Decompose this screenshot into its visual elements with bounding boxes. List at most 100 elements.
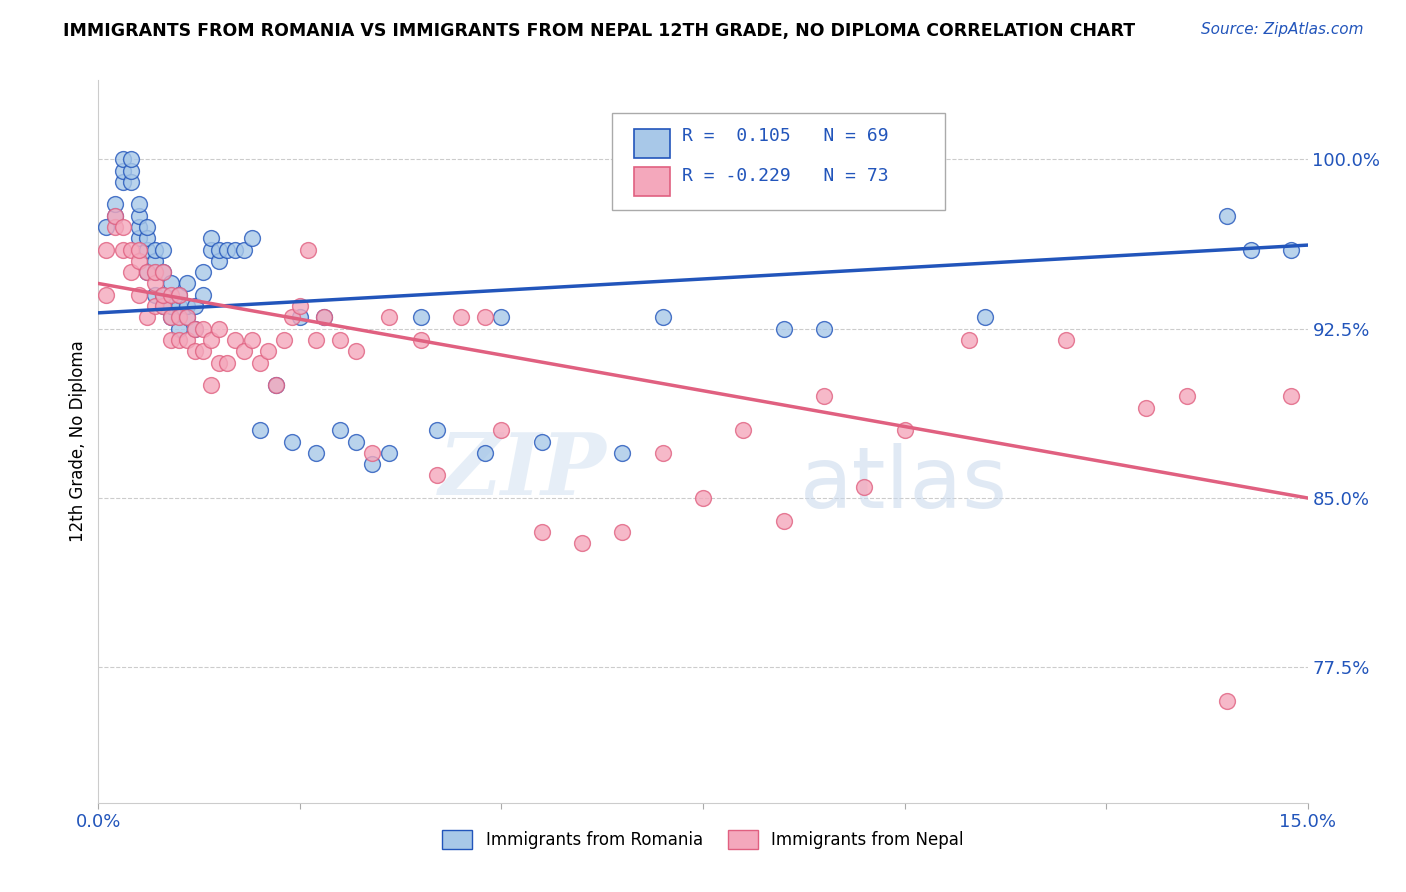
Point [176, 299, 198, 313]
Point [135, 265, 157, 279]
Point [409, 310, 432, 325]
Point [200, 231, 222, 245]
Point [184, 299, 207, 313]
Point [329, 423, 352, 437]
Point [651, 446, 673, 460]
Point [143, 265, 166, 279]
Point [571, 536, 593, 550]
Text: atlas: atlas [800, 443, 1008, 526]
Point [232, 243, 254, 257]
Point [200, 378, 222, 392]
Point [1216, 694, 1239, 708]
Point [143, 277, 166, 291]
Point [120, 163, 142, 178]
Point [184, 321, 207, 335]
Point [152, 265, 174, 279]
Point [135, 243, 157, 257]
Point [974, 310, 997, 325]
Point [208, 253, 231, 268]
Point [96, 243, 118, 257]
Point [240, 333, 263, 347]
Point [224, 243, 246, 257]
Point [305, 446, 328, 460]
Point [176, 310, 198, 325]
Point [893, 423, 915, 437]
Point [361, 446, 384, 460]
Point [409, 333, 432, 347]
Point [135, 265, 157, 279]
Point [111, 163, 134, 178]
Point [128, 287, 150, 301]
Point [143, 287, 166, 301]
Point [176, 333, 198, 347]
Point [135, 220, 157, 235]
Point [314, 310, 336, 325]
FancyBboxPatch shape [613, 112, 945, 211]
Point [813, 389, 835, 403]
Point [813, 321, 835, 335]
Point [612, 524, 634, 539]
Point [344, 344, 367, 359]
Point [733, 423, 755, 437]
Point [772, 514, 794, 528]
Point [152, 243, 174, 257]
Point [167, 287, 190, 301]
Point [160, 310, 183, 325]
Point [474, 446, 496, 460]
Point [208, 355, 231, 369]
Point [160, 277, 183, 291]
Point [128, 209, 150, 223]
Point [377, 310, 399, 325]
Point [193, 265, 215, 279]
Point [314, 310, 336, 325]
Point [184, 344, 207, 359]
Point [128, 197, 150, 211]
Text: Source: ZipAtlas.com: Source: ZipAtlas.com [1201, 22, 1364, 37]
Point [160, 299, 183, 313]
Point [135, 310, 157, 325]
Point [120, 243, 142, 257]
Point [1135, 401, 1157, 415]
Point [167, 310, 190, 325]
Point [232, 344, 254, 359]
Point [143, 299, 166, 313]
Point [426, 423, 449, 437]
Point [128, 231, 150, 245]
Point [474, 310, 496, 325]
Point [152, 299, 174, 313]
Point [200, 333, 222, 347]
Point [160, 333, 183, 347]
Legend: Immigrants from Romania, Immigrants from Nepal: Immigrants from Romania, Immigrants from… [436, 823, 970, 856]
Point [1281, 243, 1303, 257]
Point [361, 457, 384, 471]
Point [240, 231, 263, 245]
Point [530, 524, 553, 539]
Point [1175, 389, 1198, 403]
Point [111, 220, 134, 235]
Point [193, 344, 215, 359]
Point [1240, 243, 1263, 257]
Text: R = -0.229   N = 73: R = -0.229 N = 73 [682, 168, 889, 186]
Point [344, 434, 367, 449]
Point [152, 265, 174, 279]
Point [217, 355, 239, 369]
Point [167, 321, 190, 335]
Point [193, 321, 215, 335]
Point [256, 344, 278, 359]
Point [103, 209, 125, 223]
Point [1216, 209, 1239, 223]
Point [426, 468, 449, 483]
Point [184, 321, 207, 335]
Point [128, 243, 150, 257]
Point [176, 277, 198, 291]
Point [160, 287, 183, 301]
Point [329, 333, 352, 347]
Point [167, 299, 190, 313]
Point [143, 243, 166, 257]
Point [692, 491, 714, 505]
Point [128, 253, 150, 268]
Y-axis label: 12th Grade, No Diploma: 12th Grade, No Diploma [69, 341, 87, 542]
FancyBboxPatch shape [634, 129, 671, 158]
Point [450, 310, 472, 325]
Point [103, 197, 125, 211]
